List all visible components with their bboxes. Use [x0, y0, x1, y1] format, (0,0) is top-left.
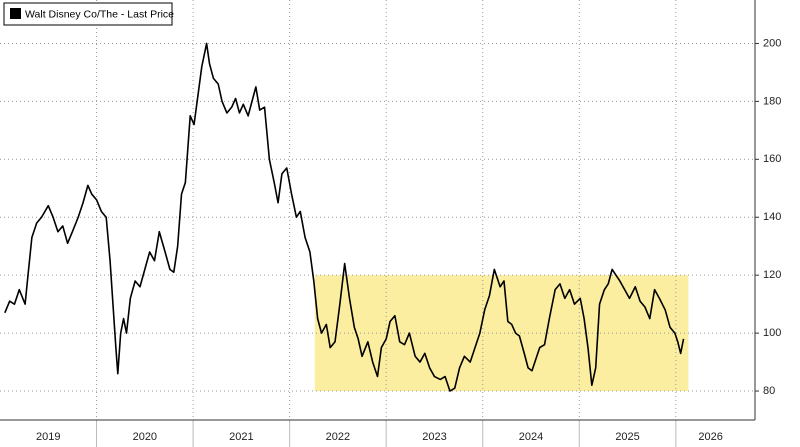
highlight-box [314, 275, 689, 392]
y-tick-label: 100 [763, 327, 781, 339]
x-tick-label: 2020 [133, 431, 157, 443]
y-tick-label: 180 [763, 95, 781, 107]
x-tick-label: 2022 [326, 431, 350, 443]
legend-label: Walt Disney Co/The - Last Price [25, 8, 174, 20]
legend-box [3, 2, 173, 26]
x-tick-label: 2019 [36, 431, 60, 443]
legend-swatch [10, 8, 21, 19]
y-tick-label: 80 [763, 385, 775, 397]
x-tick-label: 2023 [422, 431, 446, 443]
price-line [4, 42, 685, 392]
y-tick-label: 160 [763, 153, 781, 165]
x-tick-label: 2024 [519, 431, 543, 443]
y-tick-label: 200 [763, 37, 781, 49]
x-tick-label: 2021 [229, 431, 253, 443]
x-tick-label: 2025 [615, 431, 639, 443]
y-tick-label: 120 [763, 269, 781, 281]
y-tick-label: 140 [763, 211, 781, 223]
x-tick-label: 2026 [698, 431, 722, 443]
